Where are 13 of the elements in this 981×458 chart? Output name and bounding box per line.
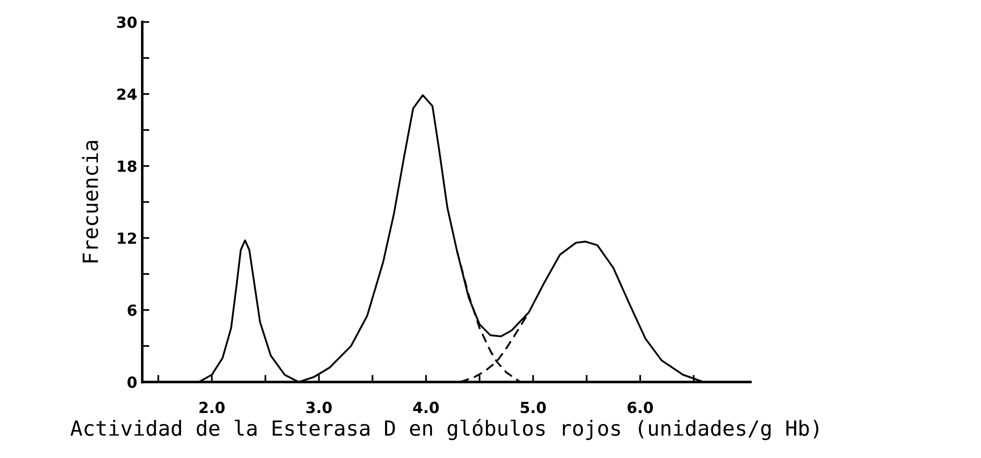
y-tick-label: 24 bbox=[117, 88, 137, 100]
x-tick-label: 5.0 bbox=[520, 402, 546, 414]
x-tick-label: 4.0 bbox=[413, 402, 439, 414]
y-tick-label: 30 bbox=[117, 16, 137, 28]
y-tick-label: 0 bbox=[127, 376, 137, 388]
y-tick-label: 18 bbox=[118, 160, 136, 172]
x-tick-label: 6.0 bbox=[628, 402, 653, 414]
y-tick-label: 12 bbox=[118, 232, 136, 244]
x-axis-title: Actividad de la Esterasa D en glóbulos rojos (unidades/g Hb) bbox=[70, 418, 818, 440]
x-tick-label: 2.0 bbox=[200, 402, 225, 414]
y-tick-label: 6 bbox=[128, 304, 137, 316]
y-axis-title: Frecuencia bbox=[82, 141, 98, 262]
x-tick-label: 3.0 bbox=[306, 402, 332, 414]
